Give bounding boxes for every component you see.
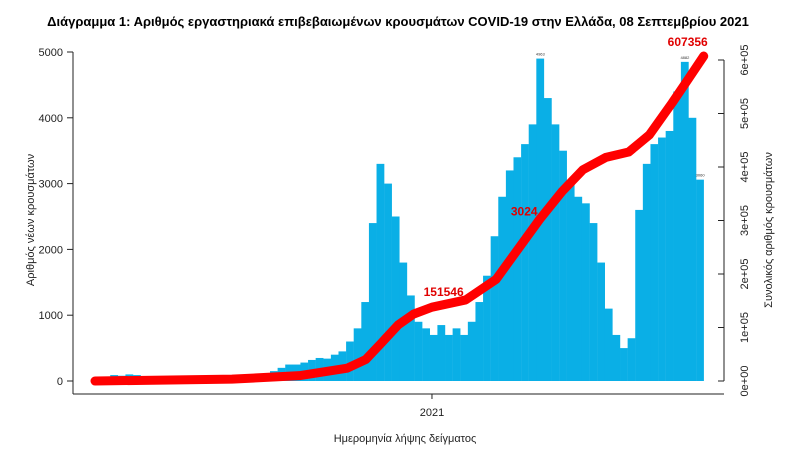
bar [680,61,689,382]
bar [627,338,636,381]
bar [429,334,438,381]
cumulative-line [90,51,709,386]
bar [467,321,476,381]
axes-group: 0 1000 2000 3000 4000 5000 0e+00 1e+05 2e+05 3e+0… [39,45,751,419]
bar [505,170,514,381]
annotations-group: 151546 3024 607356 [424,35,708,299]
bar [642,163,651,381]
bar [490,236,499,381]
bar [460,334,469,381]
bar [521,144,529,381]
bar [688,117,697,382]
bar [368,223,377,381]
x-tick-label: 2021 [420,407,444,419]
bar [376,163,385,381]
bar-value-label: 4882 [680,55,690,60]
bar [391,216,400,381]
bar [513,157,522,381]
bar [566,183,575,381]
bar [498,196,507,381]
bar [543,98,552,381]
bar-value-label: 4963 [536,52,546,57]
chart-title: Διάγραμμα 1: Αριθμός εργαστηριακά επιβεβ… [47,14,749,29]
bar [635,209,644,381]
bars-group [95,58,704,382]
y-tick-label: 3000 [39,179,63,191]
x-axis-label: Ημερομηνία λήψης δείγματος [334,433,477,445]
bar [620,348,628,381]
y2-tick-label: 0e+00 [739,366,751,397]
bar [589,223,598,381]
bar [604,308,613,381]
bar [559,150,567,381]
y2-tick-label: 6e+05 [739,45,751,76]
bar [574,196,583,381]
bar [475,302,484,381]
bar [361,302,370,381]
bar [445,334,453,381]
bar [673,91,682,381]
bar [581,203,590,381]
bar [551,124,560,381]
y2-axis-label: Συνολικός αριθμός κρουσμάτων [763,152,775,308]
y2-tick-label: 1e+05 [739,312,751,343]
y2-tick-label: 3e+05 [739,205,751,236]
y-tick-label: 5000 [39,47,63,59]
annotation-label: 3024 [511,204,538,218]
bar [437,325,446,381]
bar [384,183,392,381]
annotation-label: 151546 [424,285,464,299]
bar-labels-group: 4963 4882 3060 [536,52,705,178]
bar [483,275,491,381]
bar [696,179,704,381]
bar [414,321,423,381]
y2-tick-label: 2e+05 [739,259,751,290]
bar [422,328,430,381]
bar [452,328,461,381]
annotation-label: 607356 [668,35,708,49]
y-tick-label: 1000 [39,310,63,322]
bar [650,144,659,381]
y-tick-label: 0 [57,376,63,388]
y-tick-label: 2000 [39,244,63,256]
y-axis-label: Αριθμός νέων κρουσμάτων [25,153,37,286]
bar [658,137,666,381]
y-tick-label: 4000 [39,113,63,125]
bar [528,124,537,381]
bar-value-label: 3060 [696,173,706,178]
bar [612,334,621,381]
bar [346,341,354,381]
y2-tick-label: 5e+05 [739,98,751,129]
bar [665,130,674,381]
y2-tick-label: 4e+05 [739,152,751,183]
bar [406,295,415,381]
bar [353,328,362,381]
bar [597,262,605,381]
